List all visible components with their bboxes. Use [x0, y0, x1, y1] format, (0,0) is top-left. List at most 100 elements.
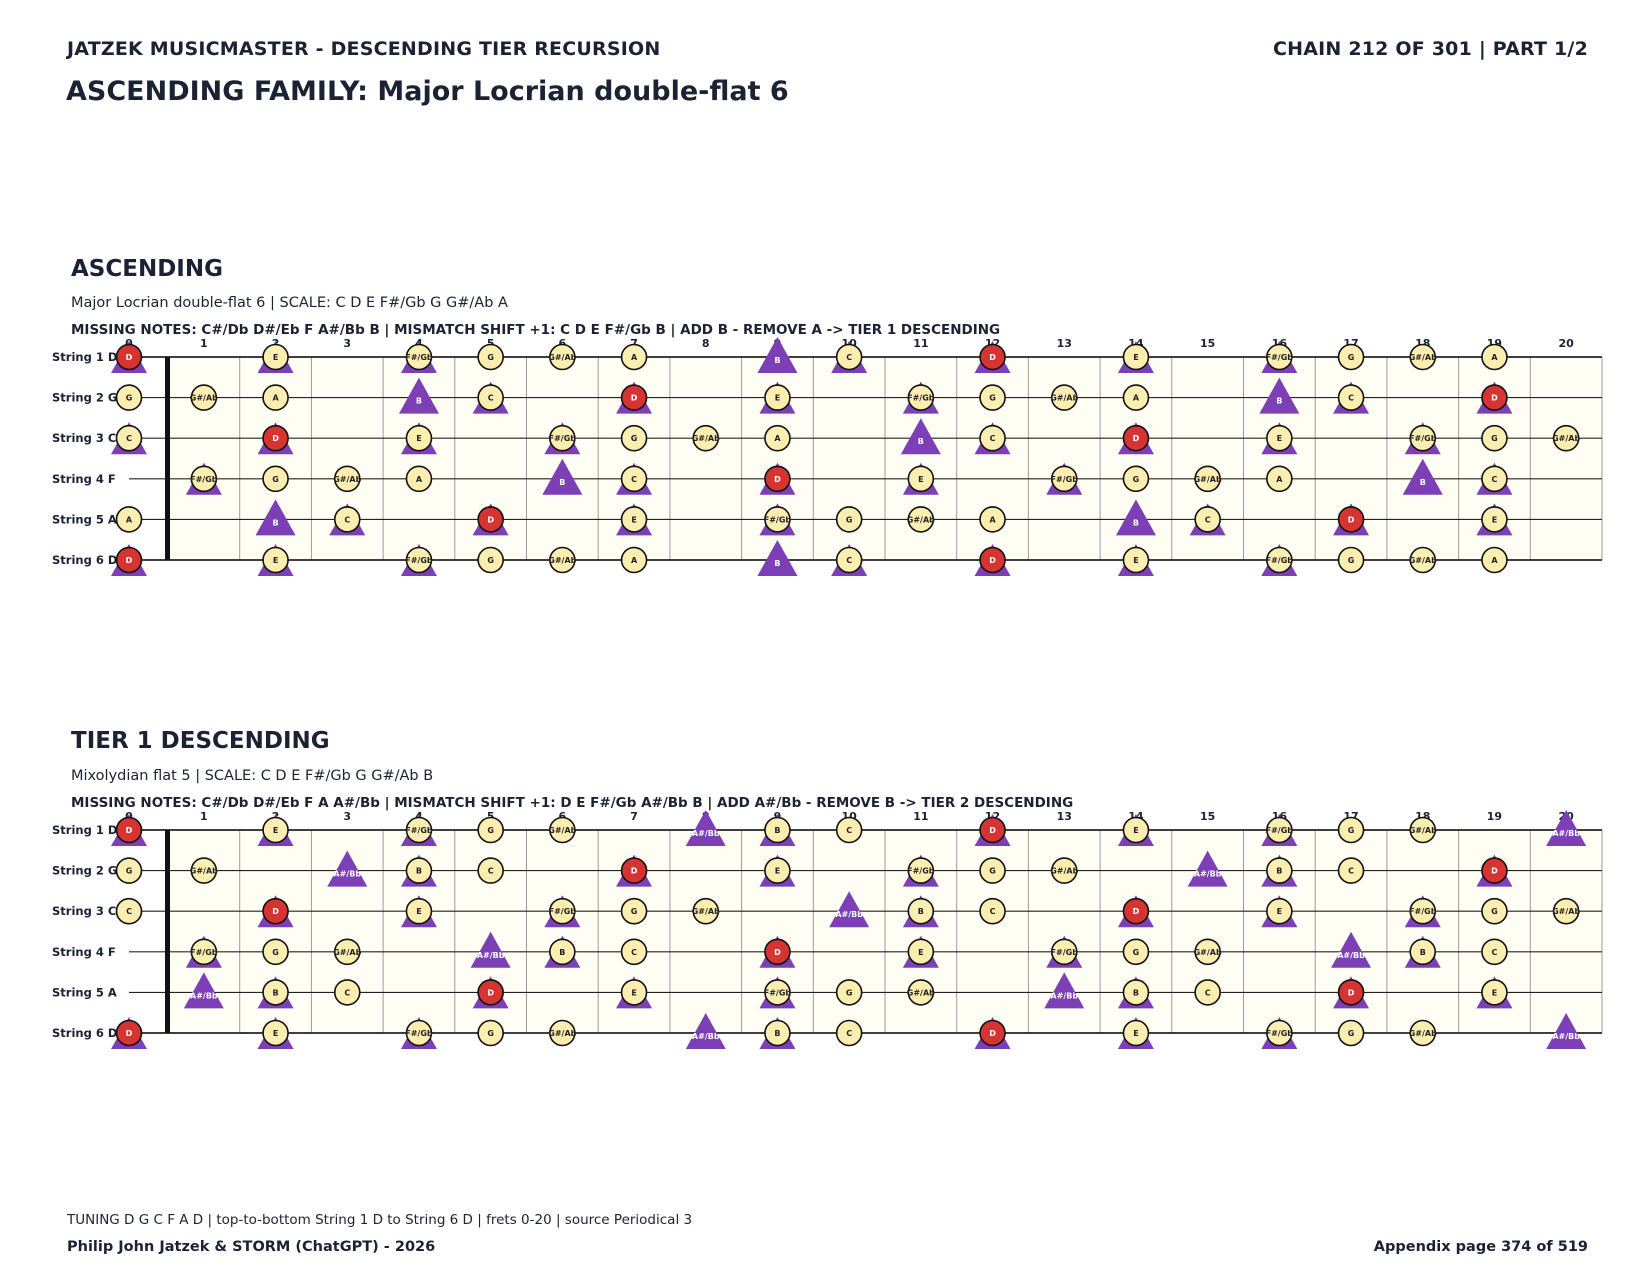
- string-label: String 3 C: [52, 904, 116, 918]
- note-label: G: [126, 867, 133, 876]
- note-label: C: [1205, 988, 1211, 997]
- added-note-triangle-icon: [398, 377, 439, 414]
- note-circle-icon: [1409, 897, 1437, 925]
- note-label: D: [272, 907, 279, 916]
- note-label: C: [631, 475, 637, 484]
- note-label: G: [487, 826, 494, 835]
- root-note-circle-icon: [115, 1019, 143, 1047]
- note-label: G: [272, 948, 279, 957]
- note-label: G: [272, 475, 279, 484]
- added-note-triangle-icon: [1115, 499, 1156, 536]
- note-circle-icon: [1409, 424, 1437, 452]
- note-label: D: [774, 475, 781, 484]
- note-circle-icon: [549, 1019, 576, 1047]
- fretboard-section-1: 01234567891011121314151617181920String 1…: [52, 810, 1603, 1049]
- note-label: G#/Ab: [548, 826, 576, 835]
- root-note-circle-icon: [262, 424, 289, 452]
- fret-number: 19: [1487, 810, 1502, 823]
- note-circle-icon: [115, 424, 143, 452]
- note-label: F#/Gb: [549, 907, 577, 916]
- note-label: G#/Ab: [548, 1029, 576, 1038]
- note-label: F#/Gb: [1051, 948, 1079, 957]
- note-circle-icon: [190, 857, 218, 884]
- note-label: D: [1133, 907, 1140, 916]
- note-label: A#/Bb: [835, 910, 863, 919]
- note-circle-icon: [1337, 546, 1365, 574]
- added-note-triangle-icon: [685, 810, 726, 846]
- note-label: G#/Ab: [1409, 1029, 1437, 1038]
- root-note-circle-icon: [979, 1019, 1006, 1047]
- note-circle-icon: [1337, 857, 1365, 884]
- note-label: E: [1277, 434, 1282, 443]
- note-label: F#/Gb: [405, 826, 433, 835]
- note-label: G: [631, 907, 638, 916]
- note-circle-icon: [764, 1019, 791, 1047]
- note-label: A: [1491, 353, 1498, 362]
- added-note-triangle-icon: [1331, 931, 1372, 968]
- note-label: E: [273, 556, 278, 565]
- note-circle-icon: [1194, 506, 1221, 533]
- note-label: C: [1492, 948, 1498, 957]
- note-label: A#/Bb: [1552, 829, 1580, 838]
- note-label: A: [1491, 556, 1498, 565]
- note-label: A#/Bb: [190, 991, 218, 1000]
- note-circle-icon: [190, 938, 218, 966]
- note-label: F#/Gb: [190, 475, 218, 484]
- note-label: D: [487, 515, 494, 524]
- note-label: E: [1492, 988, 1497, 997]
- note-label: C: [846, 353, 852, 362]
- note-label: F#/Gb: [1409, 907, 1437, 916]
- note-label: D: [1491, 394, 1498, 403]
- added-note-triangle-icon: [1402, 458, 1443, 495]
- note-label: E: [273, 353, 278, 362]
- string-label: String 2 G: [52, 391, 117, 405]
- note-label: G#/Ab: [190, 867, 218, 876]
- note-label: B: [559, 948, 565, 957]
- section-missing-ascending: MISSING NOTES: C#/Db D#/Eb F A#/Bb B | M…: [71, 322, 1001, 338]
- note-circle-icon: [907, 897, 935, 925]
- note-label: G#/Ab: [907, 988, 935, 997]
- fret-number: 20: [1558, 337, 1574, 350]
- note-circle-icon: [907, 938, 935, 966]
- root-note-circle-icon: [477, 979, 504, 1006]
- note-circle-icon: [1481, 465, 1508, 493]
- note-circle-icon: [1122, 1019, 1150, 1047]
- note-label: G: [1133, 475, 1140, 484]
- note-circle-icon: [1337, 343, 1365, 371]
- note-label: C: [1492, 475, 1498, 484]
- note-label: G: [1491, 907, 1498, 916]
- note-circle-icon: [405, 897, 433, 925]
- note-label: A#/Bb: [692, 1032, 720, 1041]
- added-note-triangle-icon: [470, 931, 511, 968]
- note-circle-icon: [1122, 343, 1150, 371]
- added-note-triangle-icon: [1259, 377, 1300, 414]
- note-label: C: [631, 948, 637, 957]
- note-circle-icon: [1122, 979, 1150, 1006]
- note-label: G: [487, 1029, 494, 1038]
- string-label: String 2 G: [52, 864, 117, 878]
- note-circle-icon: [262, 546, 289, 574]
- added-note-triangle-icon: [757, 540, 798, 576]
- note-circle-icon: [1122, 384, 1150, 411]
- note-label: G: [846, 988, 853, 997]
- section-heading-ascending: ASCENDING: [71, 256, 223, 282]
- note-circle-icon: [333, 465, 361, 493]
- note-circle-icon: [1266, 343, 1293, 371]
- string-label: String 3 C: [52, 431, 116, 445]
- root-note-circle-icon: [1481, 857, 1508, 884]
- page-title: ASCENDING FAMILY: Major Locrian double-f…: [66, 76, 789, 107]
- fret-number: 3: [343, 337, 351, 350]
- footer-tuning-line: TUNING D G C F A D | top-to-bottom Strin…: [67, 1212, 693, 1228]
- note-circle-icon: [764, 424, 791, 452]
- note-circle-icon: [405, 816, 433, 844]
- note-label: C: [344, 988, 350, 997]
- note-circle-icon: [907, 506, 935, 533]
- note-circle-icon: [405, 546, 433, 574]
- root-note-circle-icon: [1337, 979, 1365, 1006]
- note-circle-icon: [1050, 857, 1078, 884]
- note-label: C: [488, 394, 494, 403]
- note-label: F#/Gb: [764, 515, 792, 524]
- note-label: G#/Ab: [333, 475, 361, 484]
- added-note-triangle-icon: [1187, 850, 1228, 887]
- fret-number: 13: [1057, 810, 1072, 823]
